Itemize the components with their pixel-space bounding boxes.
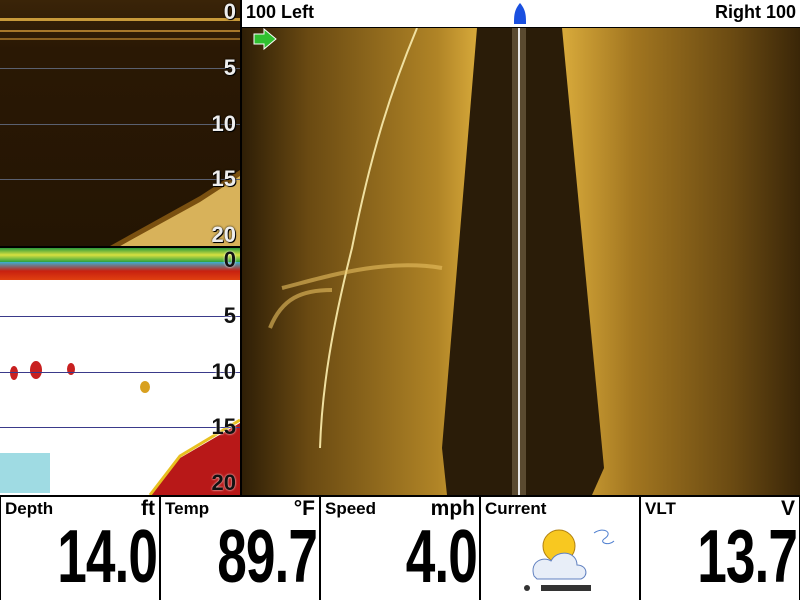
readout-value: 89.7 — [217, 513, 318, 599]
depth-line — [0, 315, 240, 317]
readout: VLT V 13.7 — [641, 497, 799, 600]
depth-label: 10 — [211, 358, 236, 384]
depth-line — [0, 179, 240, 181]
readout-unit: mph — [430, 497, 475, 520]
readout-value: 13.7 — [697, 513, 798, 599]
depth-line — [0, 67, 240, 69]
depth-label: 20 — [211, 470, 236, 495]
sonar-panel: 0 5 10 15 20 — [0, 247, 240, 495]
readout: Temp °F 89.7 — [161, 497, 319, 600]
readout-unit: °F — [293, 497, 315, 520]
readout-unit: V — [780, 497, 795, 520]
depth-label: 5 — [223, 302, 236, 328]
readout-label: Temp — [165, 499, 210, 518]
boat-icon — [514, 3, 526, 24]
right-range: Right 100 — [714, 2, 796, 22]
readout-value: 4.0 — [405, 513, 478, 599]
sonar-returns — [0, 361, 240, 495]
depth-label: 0 — [223, 247, 236, 272]
side-header: 100 Left Right 100 — [242, 0, 800, 27]
readout-label: VLT — [645, 499, 676, 518]
bottom-return — [110, 170, 240, 246]
side-imaging — [242, 28, 800, 495]
depth-label: 0 — [223, 0, 236, 24]
depth-label: 5 — [223, 54, 236, 80]
left-range: 100 Left — [246, 2, 315, 22]
depth-label: 20 — [211, 222, 236, 247]
weather-icon — [524, 529, 615, 591]
depth-label: 10 — [211, 110, 236, 136]
readout-label: Depth — [5, 499, 54, 518]
depth-line — [0, 123, 240, 125]
readout-label: Speed — [325, 499, 377, 518]
readout: Depth ft 14.0 — [1, 497, 159, 600]
readout-unit: ft — [141, 497, 155, 520]
depth-label: 15 — [211, 414, 236, 440]
down-imaging-panel: 0 5 10 15 20 — [0, 0, 240, 247]
readout: Speed mph 4.0 — [321, 497, 479, 600]
readout-label: Current — [485, 499, 547, 518]
depth-line — [0, 427, 240, 429]
depth-line — [0, 371, 240, 373]
depth-label: 15 — [211, 166, 236, 192]
readout: Current — [481, 497, 639, 600]
readout-value: 14.0 — [57, 513, 158, 599]
